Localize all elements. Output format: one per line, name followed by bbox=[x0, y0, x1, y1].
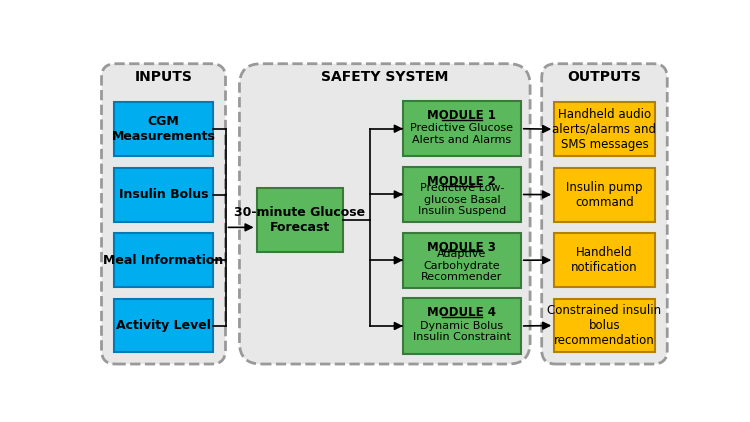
FancyBboxPatch shape bbox=[101, 64, 226, 364]
Text: Constrained insulin
bolus
recommendation: Constrained insulin bolus recommendation bbox=[548, 304, 662, 347]
Text: CGM
Measurements: CGM Measurements bbox=[112, 115, 215, 143]
Text: Predictive Glucose
Alerts and Alarms: Predictive Glucose Alerts and Alarms bbox=[410, 123, 513, 145]
FancyBboxPatch shape bbox=[403, 167, 520, 222]
FancyBboxPatch shape bbox=[114, 233, 213, 287]
FancyBboxPatch shape bbox=[554, 233, 655, 287]
FancyBboxPatch shape bbox=[403, 298, 520, 354]
Text: SAFETY SYSTEM: SAFETY SYSTEM bbox=[321, 70, 448, 84]
Text: Predictive Low-
glucose Basal
Insulin Suspend: Predictive Low- glucose Basal Insulin Su… bbox=[418, 183, 506, 216]
Text: OUTPUTS: OUTPUTS bbox=[568, 70, 641, 84]
Text: Handheld audio
alerts/alarms and
SMS messages: Handheld audio alerts/alarms and SMS mes… bbox=[553, 108, 656, 151]
Text: 30-minute Glucose
Forecast: 30-minute Glucose Forecast bbox=[234, 206, 365, 234]
Text: Dynamic Bolus
Insulin Constraint: Dynamic Bolus Insulin Constraint bbox=[413, 321, 511, 342]
Text: MODULE 1: MODULE 1 bbox=[427, 109, 496, 122]
FancyBboxPatch shape bbox=[403, 101, 520, 157]
FancyBboxPatch shape bbox=[114, 299, 213, 352]
FancyBboxPatch shape bbox=[239, 64, 530, 364]
Text: MODULE 4: MODULE 4 bbox=[427, 306, 496, 319]
FancyBboxPatch shape bbox=[554, 299, 655, 352]
FancyBboxPatch shape bbox=[554, 102, 655, 156]
Text: Activity Level: Activity Level bbox=[116, 319, 211, 332]
FancyBboxPatch shape bbox=[554, 168, 655, 222]
Text: Insulin pump
command: Insulin pump command bbox=[566, 181, 643, 208]
Text: Insulin Bolus: Insulin Bolus bbox=[118, 188, 208, 201]
Text: MODULE 3: MODULE 3 bbox=[427, 241, 496, 254]
FancyBboxPatch shape bbox=[114, 102, 213, 156]
FancyBboxPatch shape bbox=[542, 64, 668, 364]
Text: Adaptive
Carbohydrate
Recommender: Adaptive Carbohydrate Recommender bbox=[422, 249, 503, 282]
FancyBboxPatch shape bbox=[114, 168, 213, 222]
Text: Handheld
notification: Handheld notification bbox=[572, 246, 638, 274]
FancyBboxPatch shape bbox=[403, 233, 520, 288]
Text: INPUTS: INPUTS bbox=[134, 70, 193, 84]
Text: Meal Information: Meal Information bbox=[104, 254, 224, 267]
FancyBboxPatch shape bbox=[256, 189, 344, 252]
Text: MODULE 2: MODULE 2 bbox=[427, 175, 496, 188]
